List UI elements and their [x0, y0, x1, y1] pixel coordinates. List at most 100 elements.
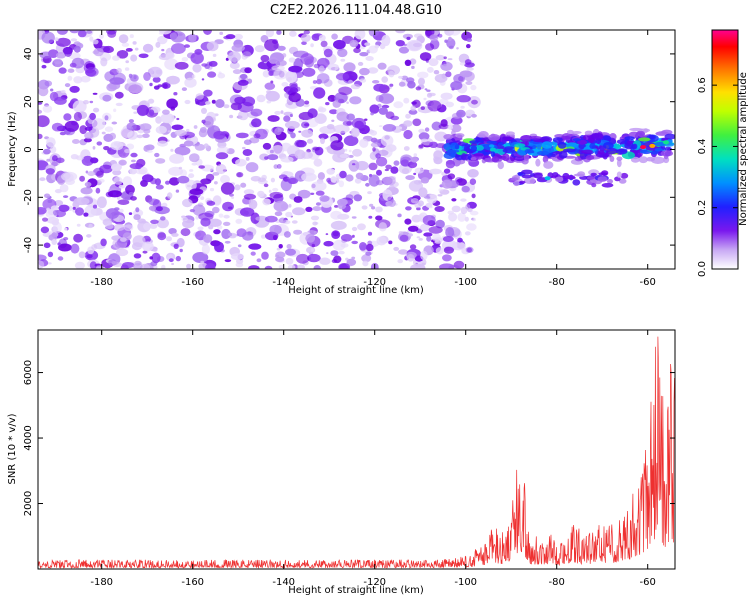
noise-blob	[325, 102, 330, 106]
noise-blob	[169, 177, 180, 186]
noise-blob	[338, 250, 345, 255]
noise-blob	[352, 148, 363, 157]
noise-blob	[344, 148, 348, 152]
noise-blob	[67, 75, 73, 81]
noise-blob	[448, 45, 454, 50]
noise-blob	[367, 67, 379, 74]
noise-blob	[58, 67, 67, 74]
noise-blob	[158, 31, 165, 35]
noise-blob	[55, 52, 67, 59]
noise-blob	[161, 82, 171, 89]
noise-blob	[227, 51, 241, 63]
noise-blob	[87, 171, 95, 177]
band-blob	[520, 135, 533, 142]
band-blob	[661, 137, 669, 141]
noise-blob	[214, 181, 218, 185]
noise-blob	[428, 58, 439, 67]
noise-blob	[214, 241, 224, 253]
noise-blob	[254, 45, 265, 53]
noise-blob	[127, 82, 144, 94]
noise-blob	[143, 222, 151, 231]
noise-blob	[418, 77, 425, 86]
noise-blob	[165, 52, 175, 59]
noise-blob	[315, 190, 325, 196]
noise-blob	[326, 177, 332, 183]
hot-spot	[640, 145, 647, 150]
noise-blob	[38, 115, 50, 128]
noise-blob	[133, 214, 141, 221]
noise-blob	[205, 263, 216, 269]
noise-blob	[310, 215, 320, 221]
noise-blob	[390, 166, 399, 174]
noise-blob	[243, 193, 256, 200]
noise-blob	[472, 217, 476, 222]
noise-blob	[180, 169, 187, 178]
noise-blob	[46, 217, 60, 224]
noise-blob	[264, 215, 278, 223]
noise-blob	[398, 46, 410, 54]
noise-blob	[85, 170, 89, 174]
noise-blob	[109, 132, 116, 140]
noise-blob	[311, 248, 314, 252]
noise-blob	[369, 151, 379, 160]
noise-blob	[237, 244, 242, 248]
band-blob	[528, 142, 534, 147]
noise-blob	[265, 30, 275, 38]
noise-blob	[213, 126, 219, 131]
noise-blob	[364, 118, 368, 121]
noise-blob	[426, 235, 432, 242]
noise-blob	[132, 263, 143, 269]
noise-blob	[433, 157, 443, 165]
noise-blob	[405, 251, 417, 259]
noise-blob	[400, 159, 410, 167]
noise-blob	[117, 199, 130, 205]
noise-blob	[405, 113, 411, 119]
noise-blob	[274, 110, 281, 115]
secondary-band-blob	[523, 177, 536, 184]
snr-background	[38, 330, 675, 569]
noise-blob	[296, 140, 307, 148]
band-blob	[567, 129, 574, 135]
noise-blob	[407, 80, 416, 89]
band-blob	[501, 153, 510, 162]
noise-blob	[376, 156, 388, 167]
noise-blob	[198, 165, 205, 169]
noise-blob	[403, 129, 413, 140]
noise-blob	[413, 153, 418, 157]
noise-blob	[333, 124, 350, 134]
noise-blob	[240, 207, 255, 217]
noise-blob	[229, 114, 234, 119]
noise-blob	[340, 234, 353, 242]
secondary-band-blob	[521, 174, 532, 179]
y-tick-label: 40	[23, 48, 34, 61]
noise-blob	[212, 172, 220, 176]
noise-blob	[368, 215, 373, 219]
noise-blob	[451, 205, 461, 213]
secondary-band-blob	[510, 177, 519, 181]
noise-blob	[46, 158, 51, 162]
noise-blob	[109, 77, 125, 85]
noise-blob	[260, 54, 270, 62]
noise-blob	[38, 109, 43, 114]
noise-blob	[128, 191, 134, 196]
band-blob	[488, 134, 500, 141]
noise-blob	[201, 107, 207, 114]
band-blob	[491, 156, 500, 163]
noise-blob	[277, 45, 286, 51]
noise-blob	[376, 236, 387, 246]
spectrogram-x-ticks: -180 -160 -140 -120 -100 -80 -60	[90, 30, 656, 288]
band-blob	[456, 134, 463, 139]
noise-blob	[116, 67, 122, 74]
noise-blob	[434, 131, 448, 142]
noise-blob	[335, 73, 350, 81]
noise-blob	[427, 66, 434, 73]
noise-blob	[466, 223, 477, 231]
noise-blob	[446, 38, 456, 49]
noise-blob	[456, 95, 471, 103]
noise-blob	[133, 253, 142, 259]
noise-blob	[200, 178, 212, 185]
noise-blob	[171, 262, 175, 266]
noise-blob	[333, 39, 346, 50]
noise-blob	[256, 94, 266, 103]
noise-blob	[155, 116, 163, 124]
